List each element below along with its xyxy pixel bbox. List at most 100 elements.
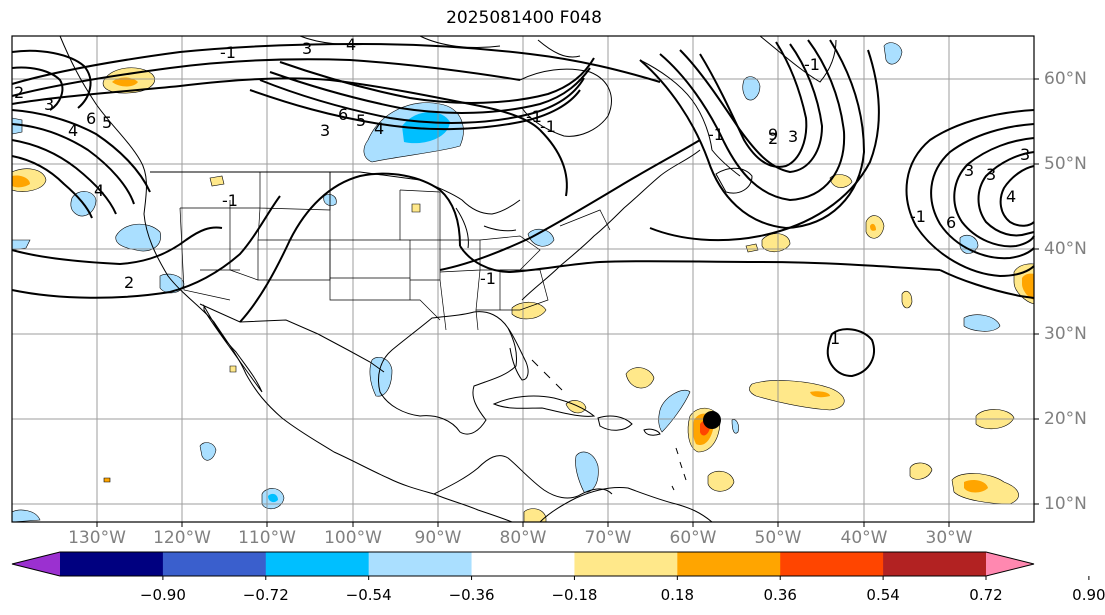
colorbar-bin	[265, 552, 370, 576]
contour-label: 1	[830, 329, 840, 348]
contour-line	[239, 172, 461, 323]
colorbar-tick-label: −0.54	[345, 586, 392, 604]
colorbar-extend-low	[12, 552, 60, 576]
negative-anomaly-region	[883, 42, 903, 65]
contour-line	[999, 165, 1035, 227]
hispaniola	[597, 415, 633, 431]
longitude-label: 80°W	[499, 528, 547, 548]
contour-label: 5	[356, 111, 366, 130]
gulf-coast	[378, 311, 517, 435]
contour-lines	[11, 39, 1035, 378]
cuba	[492, 395, 596, 417]
contour-label-group: -1 3 4 2 6 5 4 3 -1 2 4 6 5 4 3 -1 -1 2 …	[14, 35, 1030, 348]
contour-label: 2	[768, 129, 778, 148]
positive-anomaly-core	[112, 77, 138, 87]
positive-anomaly-region	[209, 175, 225, 187]
baja-california	[203, 304, 263, 393]
negative-anomaly-region	[115, 223, 161, 252]
lesser-antilles	[671, 447, 687, 491]
positive-anomaly-core	[12, 175, 30, 188]
contour-line	[11, 226, 223, 266]
contour-label: -1	[222, 191, 238, 210]
positive-anomaly-core	[1022, 273, 1034, 300]
positive-anomaly-region	[625, 367, 655, 389]
colorbar-tick-label: 0.36	[763, 586, 797, 604]
contour-line	[259, 77, 585, 124]
latitude-label: 50°N	[1044, 154, 1087, 174]
colorbar-tick-label: 0.72	[969, 586, 1003, 604]
positive-anomaly-region	[411, 203, 421, 213]
east-coast	[521, 149, 701, 301]
contour-line	[11, 195, 281, 299]
contour-label: 3	[986, 165, 996, 184]
contour-label: -1	[480, 269, 496, 288]
positive-anomaly-region	[909, 462, 933, 480]
colorbar	[11, 551, 1090, 580]
puerto-rico	[643, 428, 661, 436]
contour-label: 4	[374, 119, 384, 138]
longitude-label: 110°W	[238, 528, 296, 548]
contour-line	[439, 139, 701, 271]
contour-line	[11, 77, 541, 131]
colorbar-tick-label: −0.36	[448, 586, 495, 604]
colorbar-tick-label: −0.18	[551, 586, 598, 604]
contour-label: 3	[320, 121, 330, 140]
latitude-label: 20°N	[1044, 409, 1087, 429]
storm-position-marker	[703, 411, 721, 429]
colorbar-bin	[780, 552, 884, 576]
longitude-label: 130°W	[68, 528, 126, 548]
negative-anomaly-region	[11, 509, 41, 523]
positive-anomaly-core	[810, 391, 830, 398]
contour-label: 9	[768, 125, 778, 144]
negative-anomaly-region	[963, 314, 1001, 332]
colorbar-bin	[677, 552, 781, 576]
positive-anomaly-region	[749, 380, 845, 411]
contour-line	[11, 139, 117, 215]
positive-anomaly-region	[229, 365, 237, 373]
contour-label: 6	[946, 213, 956, 232]
contour-label: 3	[788, 127, 798, 146]
colorbar-bin	[883, 552, 987, 576]
coastlines	[59, 35, 837, 523]
us-canada-border	[150, 171, 421, 181]
negative-anomaly-core	[268, 493, 278, 503]
contour-line	[11, 109, 151, 193]
longitude-label: 40°W	[840, 528, 888, 548]
latitude-label: 60°N	[1044, 69, 1087, 89]
contour-label: 6	[86, 109, 96, 128]
newfoundland	[715, 167, 753, 194]
contour-label: 3	[1020, 145, 1030, 164]
colorbar-tick-label: 0.54	[866, 586, 900, 604]
bahamas	[531, 359, 563, 391]
contour-line	[639, 39, 866, 230]
axis-ticks	[96, 78, 1039, 527]
contour-label: 4	[68, 121, 78, 140]
negative-anomaly-region	[731, 419, 739, 434]
negative-anomaly-region	[11, 117, 23, 135]
contour-line	[905, 109, 1035, 278]
negative-anomaly-region	[575, 451, 599, 493]
contour-label: -1	[804, 55, 820, 74]
contour-line	[659, 39, 846, 202]
contour-line	[11, 42, 661, 85]
positive-anomaly-region	[523, 508, 547, 523]
contour-line	[826, 328, 875, 378]
longitude-label: 30°W	[925, 528, 973, 548]
negative-anomaly-region	[369, 357, 393, 397]
contour-label: -1	[526, 107, 542, 126]
positive-anomaly-core	[964, 480, 988, 493]
positive-anomaly-region	[511, 301, 547, 320]
central-america	[433, 455, 613, 499]
contour-line	[11, 49, 92, 109]
contour-line	[269, 67, 591, 114]
longitude-label: 70°W	[584, 528, 632, 548]
positive-anomaly-core	[870, 223, 876, 231]
colorbar-bin	[162, 552, 267, 576]
contour-label: -1	[220, 43, 236, 62]
colorbar-extend-high	[986, 552, 1034, 576]
positive-anomaly-region	[707, 470, 735, 492]
contour-label: 4	[1006, 187, 1016, 206]
south-america-north	[539, 487, 713, 523]
colorbar-bin	[471, 552, 575, 576]
contour-label: 5	[102, 113, 112, 132]
